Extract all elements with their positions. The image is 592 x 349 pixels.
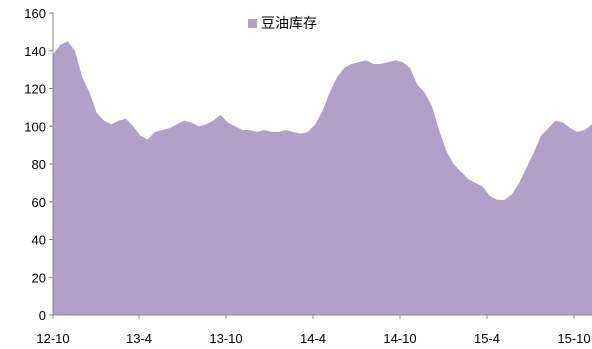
x-tick-label: 13-4: [126, 331, 152, 346]
legend: 豆油库存: [248, 16, 317, 32]
x-tick-label: 14-10: [383, 331, 416, 346]
legend-label: 豆油库存: [261, 16, 317, 32]
y-tick-label: 140: [24, 44, 46, 59]
y-tick-label: 60: [32, 195, 46, 210]
y-tick-label: 0: [39, 308, 46, 323]
x-tick-label: 13-10: [209, 331, 242, 346]
y-axis: 0 20 40 60 80 100 120 140 160: [24, 6, 54, 323]
x-tick-label: 12-10: [36, 331, 69, 346]
x-tick-label: 14-4: [300, 331, 326, 346]
x-tick-label: 15-4: [474, 331, 500, 346]
y-tick-label: 80: [32, 157, 46, 172]
y-tick-label: 100: [24, 119, 46, 134]
y-tick-label: 20: [32, 270, 46, 285]
x-axis: 12-10 13-4 13-10 14-4 14-10 15-4 15-10: [36, 314, 592, 346]
y-tick-label: 120: [24, 82, 46, 97]
y-tick-label: 40: [32, 233, 46, 248]
y-tick-label: 160: [24, 6, 46, 21]
legend-swatch: [248, 19, 257, 28]
area-series-soybean-oil-stock: [53, 41, 592, 316]
plot-area: [53, 41, 592, 316]
x-tick-label: 15-10: [557, 331, 590, 346]
